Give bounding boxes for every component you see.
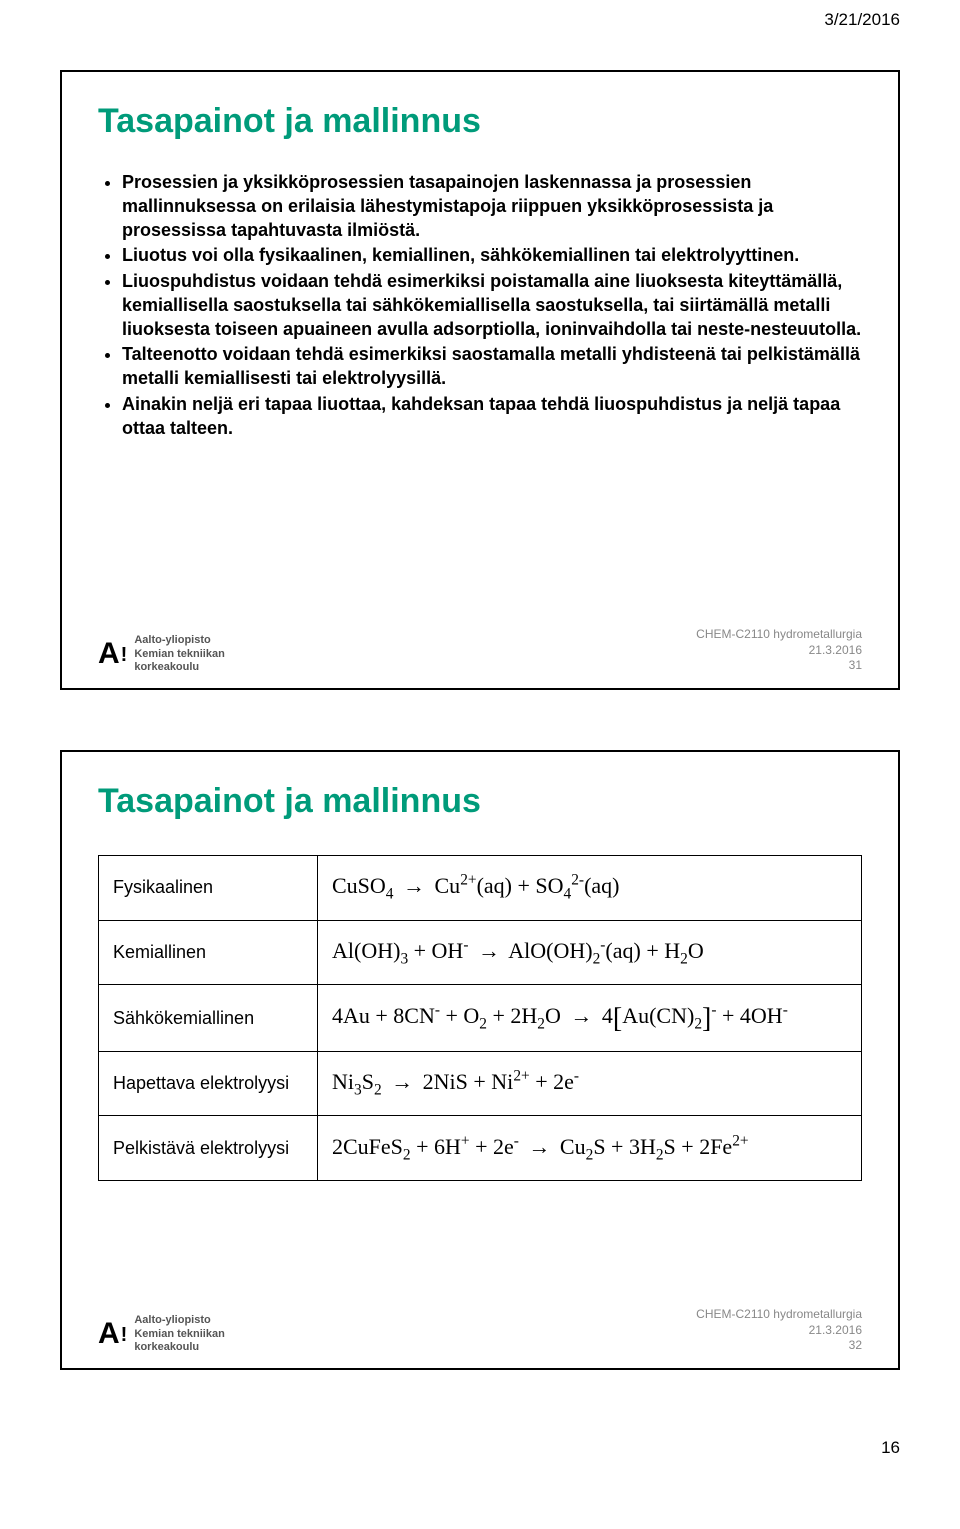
slide2-footer: A Aalto-yliopisto Kemian tekniikan korke…: [98, 1307, 862, 1354]
footer-date: 21.3.2016: [696, 643, 862, 659]
table-row: Hapettava elektrolyysi Ni3S2 → 2NiS + Ni…: [99, 1051, 862, 1116]
row-label: Kemiallinen: [99, 920, 318, 985]
uni-line: Aalto-yliopisto: [134, 1314, 224, 1327]
row-equation: Al(OH)3 + OH- → AlO(OH)2-(aq) + H2O: [318, 920, 862, 985]
reactions-table: Fysikaalinen CuSO4 → Cu2+(aq) + SO42-(aq…: [98, 855, 862, 1181]
page-number: 16: [881, 1438, 900, 1458]
slide-number: 31: [696, 658, 862, 674]
bullet: Prosessien ja yksikköprosessien tasapain…: [122, 171, 862, 242]
aalto-logo-text: Aalto-yliopisto Kemian tekniikan korkeak…: [134, 1314, 224, 1354]
uni-line: korkeakoulu: [134, 1341, 224, 1354]
slide2-title: Tasapainot ja mallinnus: [98, 782, 862, 821]
header-date: 3/21/2016: [824, 10, 900, 30]
row-equation: 4Au + 8CN- + O2 + 2H2O → 4[Au(CN)2]- + 4…: [318, 985, 862, 1051]
table-row: Fysikaalinen CuSO4 → Cu2+(aq) + SO42-(aq…: [99, 856, 862, 921]
row-equation: CuSO4 → Cu2+(aq) + SO42-(aq): [318, 856, 862, 921]
aalto-logo-icon: A: [98, 639, 126, 669]
aalto-logo-text: Aalto-yliopisto Kemian tekniikan korkeak…: [134, 634, 224, 674]
row-label: Hapettava elektrolyysi: [99, 1051, 318, 1116]
course-code: CHEM-C2110 hydrometallurgia: [696, 1307, 862, 1323]
row-equation: 2CuFeS2 + 6H+ + 2e- → Cu2S + 3H2S + 2Fe2…: [318, 1116, 862, 1181]
row-label: Fysikaalinen: [99, 856, 318, 921]
uni-line: korkeakoulu: [134, 661, 224, 674]
footer-date: 21.3.2016: [696, 1323, 862, 1339]
bullet: Liuospuhdistus voidaan tehdä esimerkiksi…: [122, 270, 862, 341]
bullet: Ainakin neljä eri tapaa liuottaa, kahdek…: [122, 393, 862, 441]
uni-line: Kemian tekniikan: [134, 1328, 224, 1341]
page-container: 3/21/2016 Tasapainot ja mallinnus Proses…: [0, 0, 960, 1470]
slide-2: Tasapainot ja mallinnus Fysikaalinen CuS…: [60, 750, 900, 1370]
footer-logo-block: A Aalto-yliopisto Kemian tekniikan korke…: [98, 634, 225, 674]
slide1-bullets: Prosessien ja yksikköprosessien tasapain…: [98, 171, 862, 440]
table-row: Kemiallinen Al(OH)3 + OH- → AlO(OH)2-(aq…: [99, 920, 862, 985]
row-label: Pelkistävä elektrolyysi: [99, 1116, 318, 1181]
bullet: Liuotus voi olla fysikaalinen, kemiallin…: [122, 244, 862, 268]
table-row: Pelkistävä elektrolyysi 2CuFeS2 + 6H+ + …: [99, 1116, 862, 1181]
footer-logo-block: A Aalto-yliopisto Kemian tekniikan korke…: [98, 1314, 225, 1354]
row-equation: Ni3S2 → 2NiS + Ni2+ + 2e-: [318, 1051, 862, 1116]
slide1-title: Tasapainot ja mallinnus: [98, 102, 862, 141]
footer-meta: CHEM-C2110 hydrometallurgia 21.3.2016 31: [696, 627, 862, 674]
slide-1: Tasapainot ja mallinnus Prosessien ja yk…: [60, 70, 900, 690]
aalto-logo-icon: A: [98, 1319, 126, 1349]
uni-line: Aalto-yliopisto: [134, 634, 224, 647]
uni-line: Kemian tekniikan: [134, 648, 224, 661]
row-label: Sähkökemiallinen: [99, 985, 318, 1051]
table-row: Sähkökemiallinen 4Au + 8CN- + O2 + 2H2O …: [99, 985, 862, 1051]
slide-number: 32: [696, 1338, 862, 1354]
slide1-footer: A Aalto-yliopisto Kemian tekniikan korke…: [98, 627, 862, 674]
bullet: Talteenotto voidaan tehdä esimerkiksi sa…: [122, 343, 862, 391]
course-code: CHEM-C2110 hydrometallurgia: [696, 627, 862, 643]
footer-meta: CHEM-C2110 hydrometallurgia 21.3.2016 32: [696, 1307, 862, 1354]
